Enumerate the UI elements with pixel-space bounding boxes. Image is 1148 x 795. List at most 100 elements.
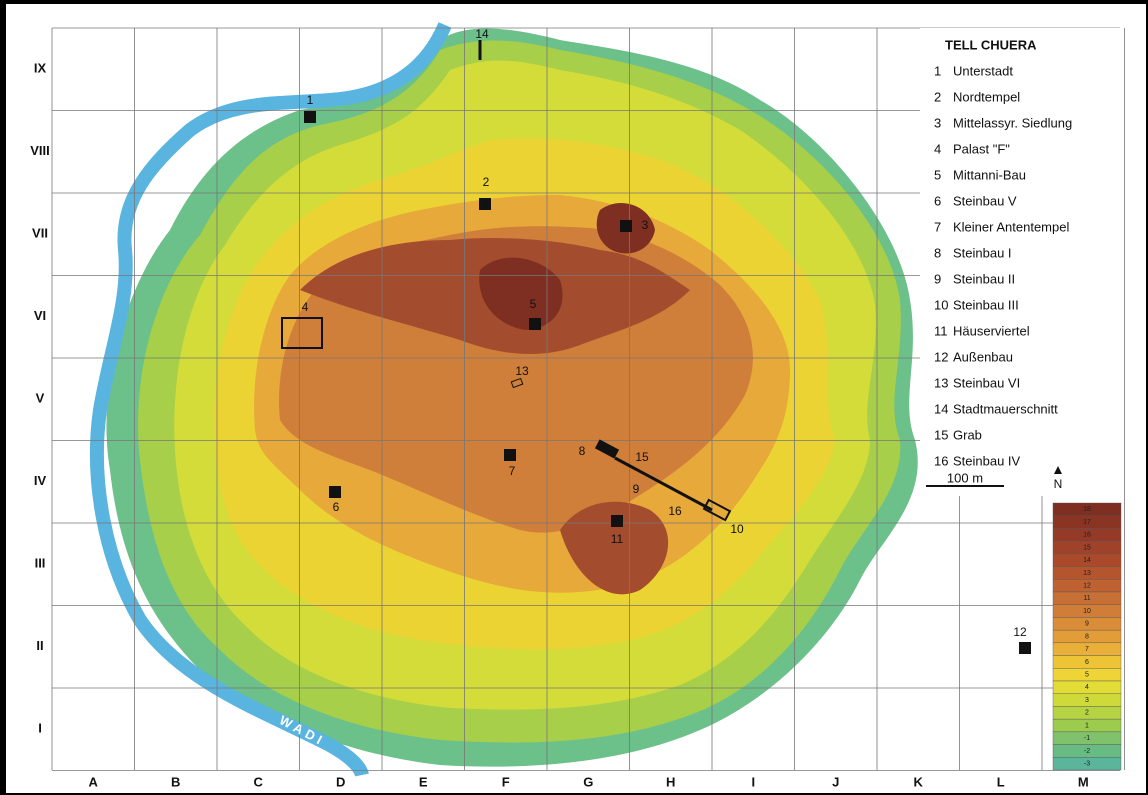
legend-title: TELL CHUERA: [945, 37, 1037, 52]
column-label: J: [832, 774, 839, 789]
legend-number: 4: [934, 141, 941, 156]
site-label: 1: [307, 93, 314, 107]
column-label: D: [336, 774, 345, 789]
legend-label: Unterstadt: [953, 63, 1013, 78]
column-label: C: [254, 774, 264, 789]
column-label: B: [171, 774, 180, 789]
site-marker: [504, 449, 516, 461]
scale-label: 11: [1083, 595, 1090, 602]
scale-label: 15: [1083, 544, 1091, 551]
column-label: M: [1078, 774, 1089, 789]
legend-label: Steinbau I: [953, 245, 1012, 260]
legend-label: Grab: [953, 427, 982, 442]
scale-label: 18: [1083, 506, 1091, 513]
row-label: V: [36, 391, 45, 406]
legend-box: [920, 28, 1120, 496]
column-label: E: [419, 774, 428, 789]
site-outline: [281, 317, 323, 349]
legend-number: 8: [934, 245, 941, 260]
legend-number: 13: [934, 375, 948, 390]
contour-map: [106, 28, 918, 767]
wadi-river: [89, 22, 452, 778]
site-label: 8: [579, 444, 586, 458]
legend-label: Steinbau IV: [953, 453, 1021, 468]
site-marker: [620, 220, 632, 232]
legend-number: 3: [934, 115, 941, 130]
scale-label: 8: [1085, 633, 1089, 640]
row-label: VII: [32, 226, 48, 241]
scale-label: 1: [1085, 722, 1089, 729]
grid: [51, 27, 1125, 771]
legend-number: 2: [934, 89, 941, 104]
scale-label: -1: [1084, 735, 1090, 742]
north-label: N: [1054, 477, 1063, 491]
site-label: 7: [509, 464, 516, 478]
scale-cell: [1052, 757, 1122, 771]
site-label: 6: [333, 500, 340, 514]
legend-number: 6: [934, 193, 941, 208]
legend-label: Steinbau V: [953, 193, 1017, 208]
column-label: G: [583, 774, 593, 789]
scale-label: 4: [1085, 684, 1089, 691]
scale-label: 7: [1085, 646, 1089, 653]
site-label: 2: [483, 175, 490, 189]
site-outline: [702, 498, 732, 522]
legend-label: Mittanni-Bau: [953, 167, 1026, 182]
scale-label: 2: [1085, 710, 1089, 717]
legend-label: Nordtempel: [953, 89, 1020, 104]
row-label: I: [38, 721, 42, 736]
legend-number: 5: [934, 167, 941, 182]
site-marker: [304, 111, 316, 123]
row-label: II: [36, 638, 43, 653]
legend-number: 14: [934, 401, 948, 416]
legend-label: Steinbau VI: [953, 375, 1020, 390]
legend-number: 7: [934, 219, 941, 234]
legend-label: Mittelassyr. Siedlung: [953, 115, 1072, 130]
legend-number: 15: [934, 427, 948, 442]
site-marker: [479, 198, 491, 210]
elevation-scale: 18 17 16 15 14 13 12 11 10 9 8 7 6 5 4 3 2 1 -1 -2 -3: [1052, 502, 1122, 771]
site-marker: [529, 318, 541, 330]
scale-label: 16: [1083, 532, 1091, 539]
site-marker: [329, 486, 341, 498]
legend-number: 11: [934, 323, 948, 338]
site-marker: [611, 515, 623, 527]
legend-label: Kleiner Antentempel: [953, 219, 1069, 234]
row-label: VIII: [30, 143, 50, 158]
legend-label: Palast "F": [953, 141, 1010, 156]
column-label: L: [997, 774, 1005, 789]
scale-label: 12: [1083, 582, 1091, 589]
scale-bar-label: 100 m: [947, 470, 983, 485]
scale-label: 17: [1083, 519, 1091, 526]
column-label: I: [751, 774, 755, 789]
site-label: 12: [1013, 625, 1027, 639]
column-label: K: [914, 774, 924, 789]
legend-number: 9: [934, 271, 941, 286]
site-label: 5: [530, 297, 537, 311]
site-label: 16: [668, 504, 682, 518]
legend-label: Außenbau: [953, 349, 1013, 364]
legend-label: Stadtmauerschnitt: [953, 401, 1058, 416]
site-label: 13: [515, 364, 529, 378]
column-label: F: [502, 774, 510, 789]
scale-label: -3: [1084, 760, 1090, 767]
legend-number: 10: [934, 297, 948, 312]
site-outline: [594, 439, 620, 459]
scale-label: 3: [1085, 697, 1089, 704]
site-label: 4: [302, 300, 309, 314]
site-label: 3: [642, 218, 649, 232]
column-label: H: [666, 774, 675, 789]
row-label: IX: [34, 61, 47, 76]
site-label: 14: [475, 27, 489, 41]
row-label: III: [35, 556, 46, 571]
legend-number: 12: [934, 349, 948, 364]
site-label: 9: [633, 482, 640, 496]
site-marker: [1019, 642, 1031, 654]
scale-label: 13: [1083, 570, 1091, 577]
legend-label: Steinbau III: [953, 297, 1019, 312]
site-label: 15: [635, 450, 649, 464]
site-outline: [614, 456, 713, 512]
site-outline: [510, 377, 524, 389]
